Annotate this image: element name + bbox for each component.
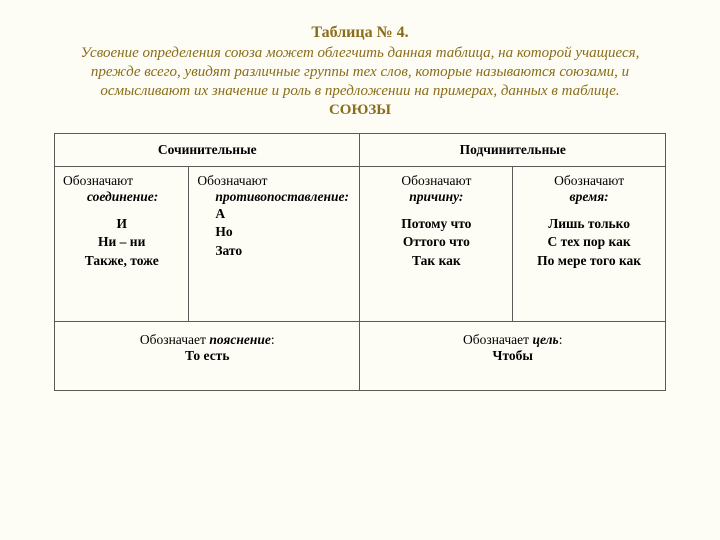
cell-meaning: причину: [409, 189, 463, 204]
colon: : [559, 332, 563, 347]
cell-label: Обозначают [197, 173, 267, 188]
example: Ни – ни [98, 234, 145, 249]
cell-label: Обозначает [463, 332, 532, 347]
table-number-title: Таблица № 4. [54, 24, 666, 42]
header-coordinating: Сочинительные [55, 134, 360, 167]
cell-label: Обозначают [63, 173, 180, 189]
example: Чтобы [364, 348, 661, 364]
conjunctions-table: Сочинительные Подчинительные Обозначают … [54, 133, 666, 391]
header-subordinating: Подчинительные [360, 134, 666, 167]
colon: : [271, 332, 275, 347]
cell-cause: Обозначают причину: Потому что Оттого чт… [360, 167, 513, 322]
example: И [116, 216, 127, 231]
cell-examples: И Ни – ни Также, тоже [63, 215, 180, 270]
example: Потому что [401, 216, 471, 231]
cell-meaning: противопоставление: [215, 189, 349, 204]
description-paragraph: Усвоение определения союза может облегчи… [54, 44, 666, 100]
table-bottom-row: Обозначает пояснение: То есть Обозначает… [55, 322, 666, 391]
cell-label: Обозначают [521, 173, 657, 189]
cell-meaning: соединение: [63, 189, 158, 204]
example: Оттого что [403, 234, 470, 249]
example: Лишь только [548, 216, 630, 231]
subtitle: СОЮЗЫ [54, 102, 666, 119]
cell-examples: Лишь только С тех пор как По мере того к… [521, 215, 657, 270]
page: Таблица № 4. Усвоение определения союза … [0, 0, 720, 391]
cell-meaning: время: [570, 189, 609, 204]
example: Также, тоже [85, 253, 159, 268]
cell-label: Обозначает [140, 332, 209, 347]
cell-connection: Обозначают соединение: И Ни – ни Также, … [55, 167, 189, 322]
cell-explanation: Обозначает пояснение: То есть [55, 322, 360, 391]
example: А [197, 206, 225, 221]
cell-label: Обозначают [368, 173, 504, 189]
example: Зато [197, 243, 242, 258]
cell-opposition: Обозначают противопоставление: А Но Зато [189, 167, 360, 322]
table-header-row: Сочинительные Подчинительные [55, 134, 666, 167]
cell-examples: Потому что Оттого что Так как [368, 215, 504, 270]
cell-meaning: пояснение [209, 332, 271, 347]
cell-meaning: цель [532, 332, 558, 347]
cell-purpose: Обозначает цель: Чтобы [360, 322, 666, 391]
cell-time: Обозначают время: Лишь только С тех пор … [513, 167, 666, 322]
example: С тех пор как [548, 234, 631, 249]
example: Так как [412, 253, 461, 268]
table-body-row: Обозначают соединение: И Ни – ни Также, … [55, 167, 666, 322]
example: Но [197, 224, 232, 239]
example: То есть [59, 348, 355, 364]
example: По мере того как [537, 253, 641, 268]
